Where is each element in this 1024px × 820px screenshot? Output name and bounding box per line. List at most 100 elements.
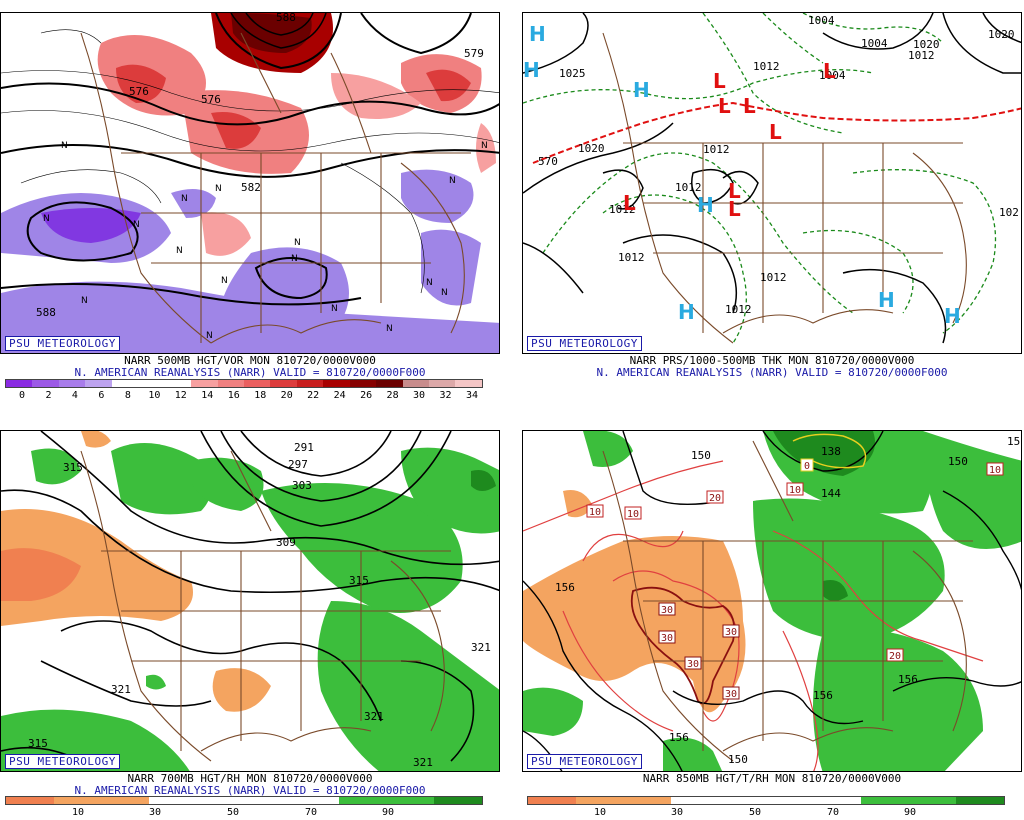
svg-text:156: 156 [813,689,833,702]
scale-swatch [85,380,112,387]
scale-tick-label: 90 [903,807,917,818]
scale-swatch [32,380,59,387]
scale-swatch [402,380,429,387]
scale-tick-label: 32 [439,390,452,401]
svg-text:L: L [728,179,741,203]
scale-tick-label: 70 [826,807,840,818]
vorticity-minimum-markers: N N N N N N N N N N N N N N N N N [43,141,488,341]
scale-tick-label: 30 [148,807,162,818]
svg-text:20: 20 [709,493,721,504]
svg-text:N: N [43,214,50,224]
svg-text:1012: 1012 [703,143,730,156]
scale-tick-label: 50 [226,807,240,818]
panel-valid-caption: N. AMERICAN REANALYSIS (NARR) VALID = 81… [74,366,426,379]
scale-swatch [6,380,33,387]
svg-text:L: L [743,94,756,118]
scale-tick-label: 30 [670,807,684,818]
contour-label: 576 [201,93,221,106]
scale-swatch [376,380,403,387]
svg-text:156: 156 [898,673,918,686]
svg-text:L: L [769,120,782,144]
svg-text:N: N [386,324,393,334]
contour-labels: 1004 1004 1004 1012 1020 1020 1012 1012 … [538,14,1019,316]
scale-tick-label: 34 [465,390,479,401]
map-500mb-graphic: 576 576 582 588 579 588 N N N N N N N N … [1,13,499,353]
svg-text:321: 321 [111,683,131,696]
high-pressure-markers: H H H H H H H [523,22,961,328]
moist-core-areas [471,470,496,491]
svg-text:309: 309 [276,536,296,549]
svg-text:L: L [623,191,636,215]
svg-text:30: 30 [661,633,673,644]
scale-swatch [164,380,192,387]
svg-text:N: N [61,141,68,151]
svg-text:1012: 1012 [675,181,702,194]
scale-tick-label: 26 [360,390,373,401]
panel-caption: NARR PRS/1000-500MB THK MON 810720/0000V… [629,354,915,367]
scale-swatch [111,380,139,387]
svg-text:1004: 1004 [861,37,888,50]
vorticity-scale-ticks: 0 2 4 6 8 10 12 14 16 18 20 22 24 26 28 30 32 34 [0,391,500,403]
svg-text:570: 570 [538,155,558,168]
scale-tick-label: 50 [748,807,762,818]
rh-color-scale [5,796,483,805]
moist-areas [523,431,1021,771]
svg-text:H: H [523,58,540,82]
brand-label: PSU METEOROLOGY [5,754,120,769]
svg-text:321: 321 [471,641,491,654]
svg-text:102: 102 [999,206,1019,219]
svg-text:321: 321 [413,756,433,769]
svg-text:N: N [291,254,298,264]
svg-text:1012: 1012 [609,203,636,216]
rh-scale-ticks: 10 30 50 70 90 [0,808,500,820]
scale-tick-label: 14 [201,390,214,401]
svg-text:1004: 1004 [808,14,835,27]
map-850mb-graphic: 156 150 144 138 150 156 156 156 150 156 … [523,431,1022,771]
svg-text:1020: 1020 [988,28,1015,41]
svg-text:H: H [878,288,895,312]
svg-text:N: N [221,276,228,286]
brand-label: PSU METEOROLOGY [527,754,642,769]
panel-caption: NARR 500MB HGT/VOR MON 810720/0000V000 [124,354,376,367]
contour-label: 579 [464,47,484,60]
scale-tick-label: 70 [304,807,318,818]
svg-text:150: 150 [728,753,748,766]
map-pressure-graphic: 1004 1004 1004 1012 1020 1020 1012 1012 … [523,13,1021,344]
svg-text:30: 30 [725,689,737,700]
svg-text:N: N [181,194,188,204]
svg-text:N: N [331,304,338,314]
height-contours [1,13,499,306]
svg-text:10: 10 [989,465,1001,476]
svg-text:297: 297 [288,458,308,471]
svg-text:H: H [678,300,695,324]
scale-swatch [323,380,350,387]
scale-swatch [217,380,244,387]
political-boundaries [80,450,451,762]
svg-text:N: N [449,176,456,186]
temperature-0-contour [792,433,867,469]
svg-text:H: H [529,22,546,46]
contour-label: 576 [129,85,149,98]
svg-text:10: 10 [589,507,601,518]
brand-label: PSU METEOROLOGY [5,336,120,351]
scale-tick-label: 0 [18,390,26,401]
svg-text:N: N [441,288,448,298]
svg-text:315: 315 [63,461,83,474]
scale-tick-label: 2 [45,390,52,401]
scale-tick-label: 6 [98,390,105,401]
svg-text:N: N [176,246,183,256]
svg-text:1020: 1020 [913,38,940,51]
svg-text:30: 30 [725,627,737,638]
svg-text:156: 156 [1007,435,1022,448]
scale-tick-label: 16 [227,390,240,401]
svg-text:L: L [718,94,731,118]
scale-swatch [270,380,297,387]
scale-tick-label: 90 [381,807,395,818]
scale-tick-label: 24 [333,390,346,401]
svg-text:150: 150 [691,449,711,462]
political-boundaries [80,32,471,344]
map-500mb: 576 576 582 588 579 588 N N N N N N N N … [0,12,500,354]
scale-tick-label: 10 [593,807,607,818]
scale-swatch [243,380,271,387]
svg-text:N: N [206,331,213,341]
